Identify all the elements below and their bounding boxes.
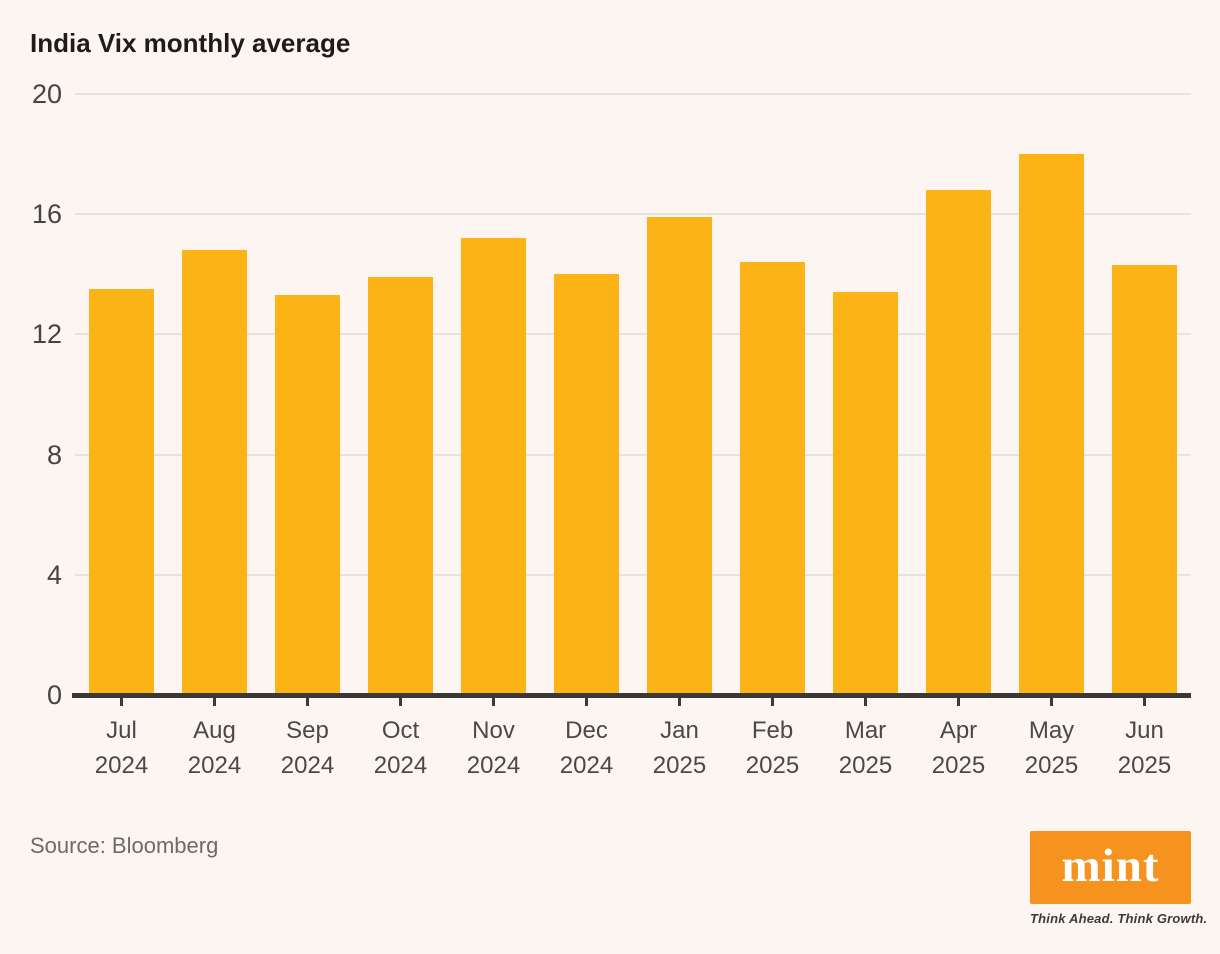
x-tick-aug-2024 xyxy=(213,698,216,706)
mint-logo-tagline: Think Ahead. Think Growth. xyxy=(1030,911,1208,926)
x-label-sep-2024: Sep 2024 xyxy=(280,717,335,779)
bar-jul-2024 xyxy=(89,289,154,695)
x-label-mar-2025: Mar 2025 xyxy=(838,717,893,779)
y-tick-label-16: 16 xyxy=(31,199,62,230)
x-label-jan-2025: Jan 2025 xyxy=(652,717,707,779)
x-label-apr-2025: Apr 2025 xyxy=(931,717,986,779)
x-label-dec-2024: Dec 2024 xyxy=(559,717,614,779)
gridline-8 xyxy=(75,453,1191,456)
x-label-aug-2024: Aug 2024 xyxy=(187,717,242,779)
bar-nov-2024 xyxy=(461,238,526,695)
gridline-12 xyxy=(75,333,1191,336)
gridline-20 xyxy=(75,93,1191,95)
bar-may-2025 xyxy=(1019,154,1084,695)
x-label-nov-2024: Nov 2024 xyxy=(466,717,521,779)
y-tick-label-0: 0 xyxy=(46,680,62,710)
x-tick-sep-2024 xyxy=(306,698,309,706)
publisher-logo: mint Think Ahead. Think Growth. xyxy=(1030,831,1208,926)
x-tick-mar-2025 xyxy=(864,698,867,706)
mint-logo-text: mint xyxy=(1061,839,1160,892)
bar-oct-2024 xyxy=(368,277,433,695)
bar-jun-2025 xyxy=(1112,265,1177,695)
gridline-4 xyxy=(75,573,1191,576)
bar-feb-2025 xyxy=(740,262,805,695)
x-label-feb-2025: Feb 2025 xyxy=(745,717,800,779)
x-tick-dec-2024 xyxy=(585,698,588,706)
x-label-may-2025: May 2025 xyxy=(1024,717,1079,779)
x-tick-may-2025 xyxy=(1050,698,1053,706)
source-note: Source: Bloomberg xyxy=(30,833,219,858)
x-tick-feb-2025 xyxy=(771,698,774,706)
x-label-jun-2025: Jun 2025 xyxy=(1117,717,1172,779)
y-tick-label-8: 8 xyxy=(46,439,62,470)
x-label-jul-2024: Jul 2024 xyxy=(94,717,149,779)
bar-aug-2024 xyxy=(182,250,247,695)
y-tick-label-12: 12 xyxy=(31,319,62,350)
x-label-oct-2024: Oct 2024 xyxy=(373,717,428,779)
y-tick-label-4: 4 xyxy=(46,559,62,590)
bar-mar-2025 xyxy=(833,292,898,695)
bar-dec-2024 xyxy=(554,274,619,695)
x-tick-oct-2024 xyxy=(399,698,402,706)
x-tick-jan-2025 xyxy=(678,698,681,706)
y-tick-label-20: 20 xyxy=(31,79,62,109)
bar-jan-2025 xyxy=(647,217,712,695)
x-axis-line xyxy=(72,693,1191,698)
x-tick-jun-2025 xyxy=(1143,698,1146,706)
x-tick-jul-2024 xyxy=(120,698,123,706)
x-tick-nov-2024 xyxy=(492,698,495,706)
x-tick-apr-2025 xyxy=(957,698,960,706)
gridline-16 xyxy=(75,213,1191,216)
mint-logo: mint xyxy=(1030,831,1191,904)
bar-sep-2024 xyxy=(275,295,340,695)
chart-title: India Vix monthly average xyxy=(30,28,351,58)
bar-apr-2025 xyxy=(926,190,991,695)
